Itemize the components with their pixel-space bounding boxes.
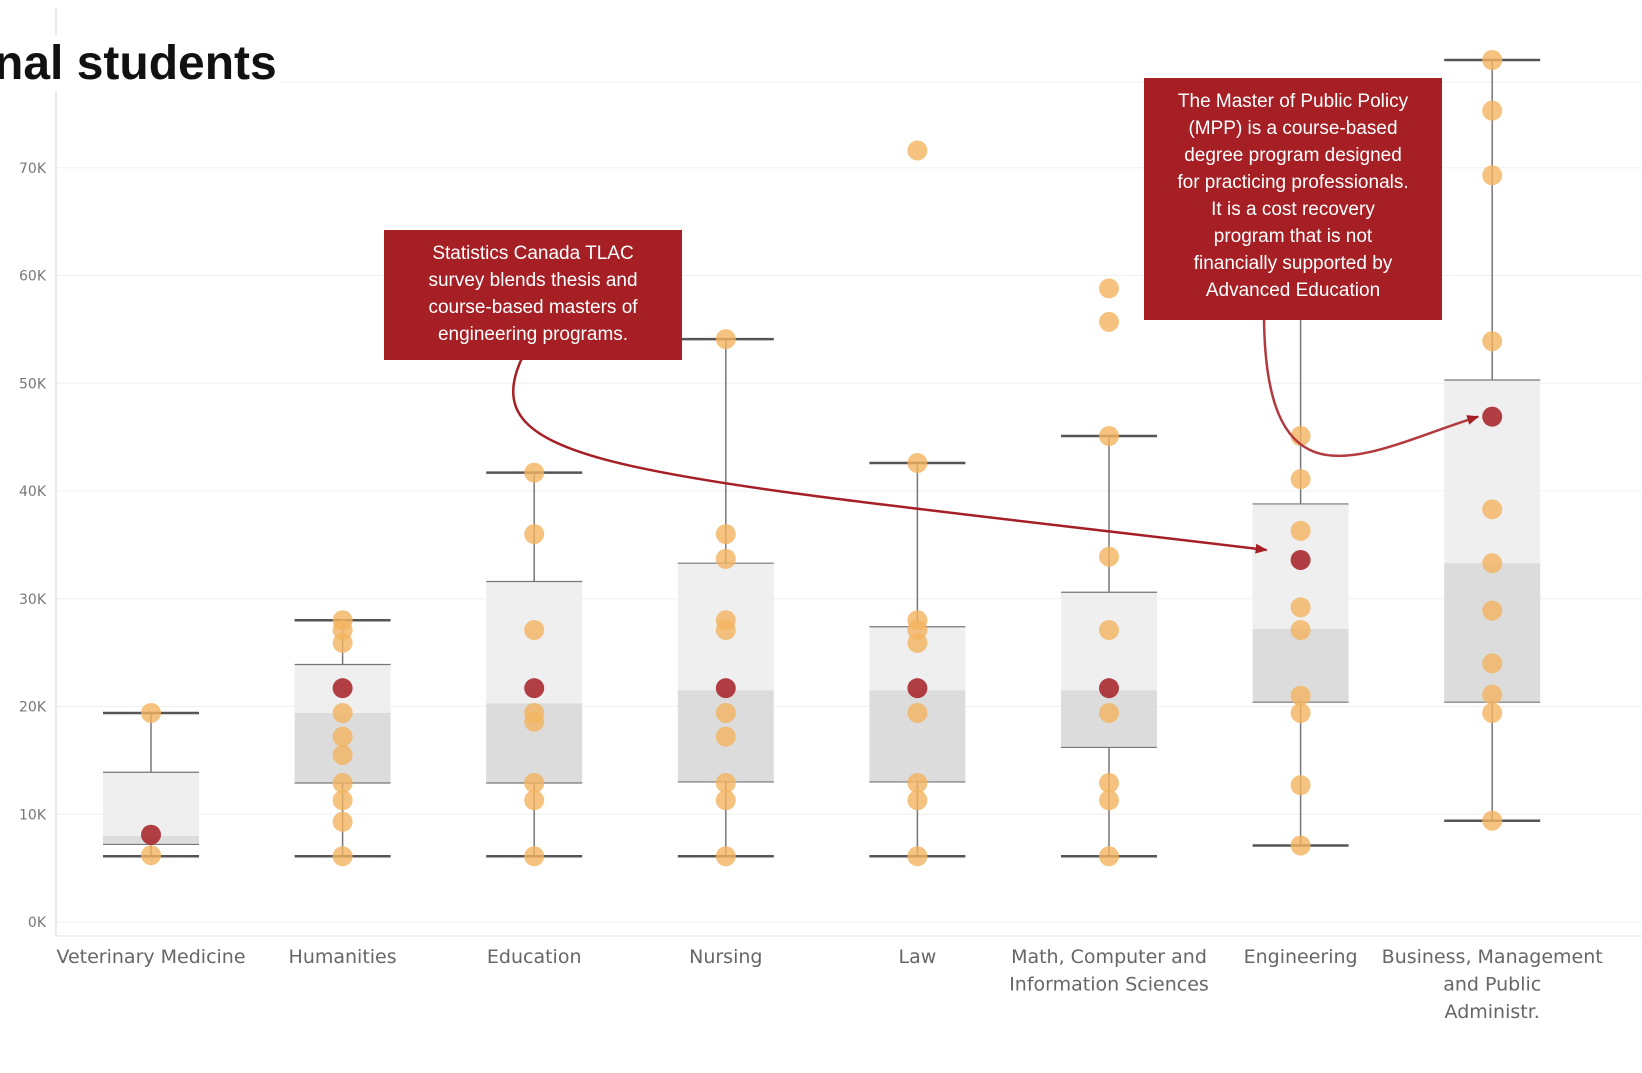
data-point xyxy=(1290,835,1311,856)
x-category-label: Law xyxy=(899,946,937,968)
x-category-label: Math, Computer and Information Sciences xyxy=(1009,946,1209,996)
data-point xyxy=(141,702,161,723)
data-point xyxy=(524,790,545,811)
annotation-arrow xyxy=(512,357,1268,554)
data-point xyxy=(332,811,353,832)
box-upper xyxy=(1061,592,1157,691)
data-point xyxy=(1290,597,1311,618)
data-point xyxy=(1482,499,1503,520)
data-point xyxy=(1482,600,1503,621)
data-point xyxy=(715,619,736,640)
data-point xyxy=(1099,619,1119,640)
x-category-label: Veterinary Medicine xyxy=(56,946,245,968)
y-tick-label: 50K xyxy=(19,376,47,392)
data-point xyxy=(1099,311,1119,332)
y-tick-label: 30K xyxy=(19,592,47,608)
y-tick-label: 60K xyxy=(19,269,47,285)
highlight-point xyxy=(907,678,928,699)
data-point xyxy=(524,462,545,483)
data-point xyxy=(715,846,736,867)
data-point xyxy=(524,846,545,867)
data-point xyxy=(1482,810,1503,831)
data-point xyxy=(715,726,736,747)
data-point xyxy=(907,452,928,473)
data-point xyxy=(332,702,353,723)
data-point xyxy=(332,744,353,765)
data-point xyxy=(1099,546,1119,567)
engineering-annotation: Statistics Canada TLAC survey blends the… xyxy=(384,230,682,360)
data-point xyxy=(1290,702,1311,723)
y-tick-label: 70K xyxy=(19,161,47,177)
data-point xyxy=(1099,426,1119,447)
data-point xyxy=(715,773,736,794)
data-points xyxy=(141,50,1503,867)
data-point xyxy=(907,790,928,811)
mpp-annotation: The Master of Public Policy (MPP) is a c… xyxy=(1144,78,1442,320)
data-point xyxy=(1290,685,1311,706)
data-point xyxy=(1290,619,1311,640)
chart-title: nal students xyxy=(0,36,281,91)
data-point xyxy=(332,846,353,867)
highlight-point xyxy=(524,678,545,699)
data-point xyxy=(1290,520,1311,541)
y-tick-label: 20K xyxy=(19,700,47,716)
data-point xyxy=(715,548,736,569)
data-point xyxy=(715,329,736,350)
data-point xyxy=(1290,469,1311,490)
data-point xyxy=(332,632,353,653)
data-point xyxy=(1482,50,1503,70)
y-axis: 0K 10K 20K 30K 40K 50K 60K 70K xyxy=(19,8,1642,937)
annotation-arrow xyxy=(1262,317,1480,458)
data-point xyxy=(1482,100,1503,121)
data-point xyxy=(715,702,736,723)
x-category-label: Engineering xyxy=(1244,946,1358,968)
x-category-label: Education xyxy=(487,946,582,968)
data-point xyxy=(1099,773,1119,794)
data-point xyxy=(1482,331,1503,352)
data-point xyxy=(1482,553,1503,574)
data-point xyxy=(332,790,353,811)
data-point xyxy=(141,845,161,866)
data-point xyxy=(524,711,545,732)
data-point xyxy=(524,773,545,794)
data-point xyxy=(907,140,928,161)
data-point xyxy=(715,790,736,811)
highlight-point xyxy=(141,824,161,845)
data-point xyxy=(1482,702,1503,723)
box-lower xyxy=(1444,563,1541,703)
data-point xyxy=(1482,165,1503,186)
data-point xyxy=(1482,653,1503,674)
data-point xyxy=(1099,846,1119,867)
highlight-point xyxy=(1099,678,1119,699)
x-category-label: Business, Management and Public Administr. xyxy=(1382,946,1603,1023)
data-point xyxy=(907,702,928,723)
data-point xyxy=(332,773,353,794)
y-tick-label: 40K xyxy=(19,484,47,500)
data-point xyxy=(1482,684,1503,705)
highlight-point xyxy=(1482,406,1503,427)
highlight-point xyxy=(332,678,353,699)
data-point xyxy=(1099,278,1119,299)
data-point xyxy=(907,632,928,653)
data-point xyxy=(715,524,736,545)
y-tick-label: 10K xyxy=(19,807,47,823)
highlight-point xyxy=(715,678,736,699)
y-tick-label: 0K xyxy=(28,915,47,931)
x-category-label: Nursing xyxy=(689,946,762,968)
data-point xyxy=(1099,790,1119,811)
data-point xyxy=(524,524,545,545)
data-point xyxy=(332,726,353,747)
highlight-point xyxy=(1290,549,1311,570)
data-point xyxy=(1099,702,1119,723)
x-category-label: Humanities xyxy=(289,946,397,968)
data-point xyxy=(524,619,545,640)
x-axis-categories: Veterinary Medicine Humanities Education Nu… xyxy=(56,946,1602,1023)
annotation-arrows xyxy=(512,317,1480,554)
data-point xyxy=(907,773,928,794)
data-point xyxy=(907,846,928,867)
data-point xyxy=(1290,775,1311,796)
